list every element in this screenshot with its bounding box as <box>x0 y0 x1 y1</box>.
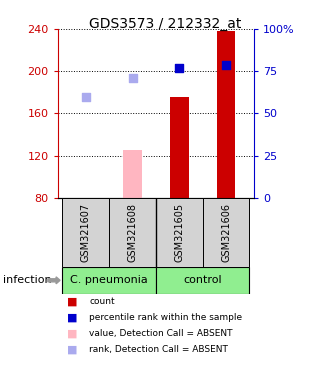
Bar <box>62 267 156 294</box>
Text: GSM321606: GSM321606 <box>221 203 231 262</box>
Bar <box>156 267 249 294</box>
Text: C. pneumonia: C. pneumonia <box>70 275 148 285</box>
Bar <box>62 198 109 267</box>
Text: ■: ■ <box>67 345 78 355</box>
Point <box>177 65 182 71</box>
Text: GSM321607: GSM321607 <box>81 203 91 262</box>
Text: percentile rank within the sample: percentile rank within the sample <box>89 313 242 322</box>
Bar <box>123 150 142 198</box>
Text: infection: infection <box>3 275 52 285</box>
Text: GSM321608: GSM321608 <box>128 203 138 262</box>
Text: GDS3573 / 212332_at: GDS3573 / 212332_at <box>89 17 241 31</box>
Bar <box>156 198 203 267</box>
Bar <box>109 198 156 267</box>
Text: control: control <box>183 275 222 285</box>
Text: value, Detection Call = ABSENT: value, Detection Call = ABSENT <box>89 329 233 338</box>
Text: count: count <box>89 297 115 306</box>
Bar <box>203 198 249 267</box>
Text: GSM321605: GSM321605 <box>174 203 184 262</box>
Point <box>130 75 135 81</box>
Text: ■: ■ <box>67 329 78 339</box>
Text: ■: ■ <box>67 313 78 323</box>
Point <box>83 94 88 101</box>
Bar <box>170 98 189 198</box>
Text: ■: ■ <box>67 296 78 306</box>
Text: rank, Detection Call = ABSENT: rank, Detection Call = ABSENT <box>89 345 228 354</box>
Point <box>223 61 229 68</box>
Bar <box>217 31 235 198</box>
